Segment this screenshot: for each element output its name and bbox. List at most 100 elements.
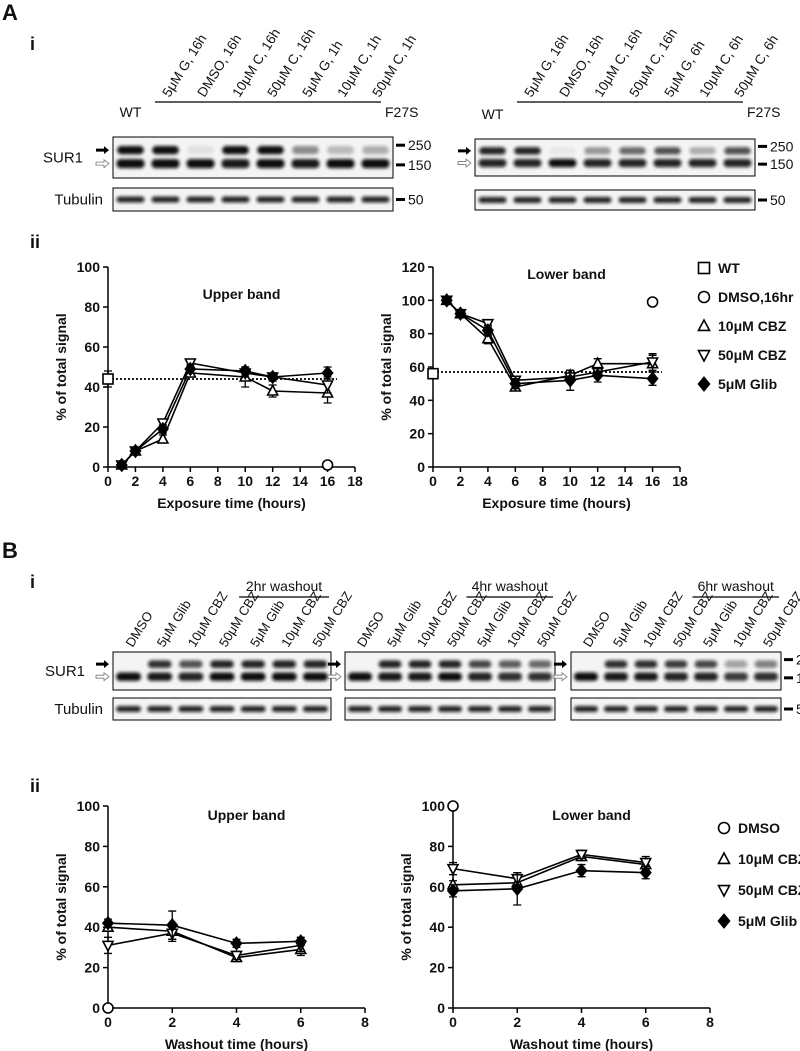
x-tick-label: 4 (159, 473, 167, 489)
band (664, 672, 688, 681)
band (291, 159, 320, 169)
row-label: SUR1 (45, 663, 85, 680)
x-tick-label: 8 (539, 473, 547, 489)
band (187, 146, 214, 155)
bracket-label: F27S (747, 104, 780, 120)
series-line (452, 853, 646, 880)
legend-label: 50μM CBZ (718, 347, 787, 363)
arrow-upper (328, 660, 341, 669)
row-label: SUR1 (43, 150, 83, 167)
band (116, 196, 145, 203)
x-tick-label: 2 (132, 473, 140, 489)
x-tick-label: 6 (642, 1014, 650, 1030)
y-tick-label: 0 (92, 1000, 100, 1016)
y-axis-label: % of total signal (53, 313, 69, 420)
y-tick-label: 60 (409, 359, 425, 375)
marker (427, 367, 439, 380)
marker (230, 950, 243, 963)
band (694, 672, 718, 681)
band (513, 197, 542, 203)
band (302, 672, 328, 681)
band (186, 196, 215, 203)
lane-label: DMSO (122, 609, 155, 650)
band (408, 672, 432, 681)
band (688, 197, 717, 203)
x-axis-label: Washout time (hours) (165, 1036, 308, 1051)
x-tick-label: 2 (168, 1014, 176, 1030)
marker (697, 349, 711, 363)
band (240, 706, 266, 712)
band (664, 706, 688, 712)
size-label: 50 (408, 192, 424, 208)
band (548, 197, 577, 203)
band (754, 706, 778, 712)
size-label: 50 (770, 192, 786, 208)
band (664, 660, 688, 668)
section-letter: B (2, 538, 18, 563)
arrow-upper (96, 146, 109, 155)
marker (639, 857, 653, 870)
band (210, 660, 234, 668)
marker (717, 821, 731, 835)
x-tick-label: 6 (186, 473, 194, 489)
band (618, 197, 647, 203)
band (724, 706, 748, 712)
band (548, 158, 577, 168)
legend-label: 5μM Glib (738, 913, 797, 929)
y-tick-label: 0 (437, 1000, 445, 1016)
x-tick-label: 16 (320, 473, 336, 489)
band (754, 660, 778, 668)
band (408, 706, 432, 712)
part-label: i (30, 572, 35, 592)
band (528, 660, 552, 668)
band (498, 660, 522, 668)
marker (102, 373, 114, 385)
band (257, 146, 284, 155)
part-label: i (30, 34, 35, 54)
series-line (107, 922, 301, 945)
y-tick-label: 40 (84, 379, 100, 395)
band (528, 672, 552, 681)
band (326, 159, 355, 169)
y-tick-label: 60 (429, 879, 445, 895)
band (583, 197, 612, 203)
blot-frame (344, 651, 556, 691)
marker (564, 373, 577, 388)
marker (115, 457, 128, 473)
band (116, 706, 142, 712)
size-label: 150 (408, 157, 432, 173)
band (361, 159, 390, 169)
band (514, 147, 541, 155)
x-tick-label: 8 (706, 1014, 714, 1030)
arrow-lower (95, 671, 110, 682)
band (271, 672, 297, 681)
marker (454, 306, 467, 321)
series-line (107, 932, 301, 957)
arrow-lower (95, 158, 110, 169)
band (604, 706, 628, 712)
band (634, 660, 658, 668)
row-label: Tubulin (54, 701, 103, 718)
size-label: 150 (770, 156, 794, 172)
band (438, 660, 462, 668)
marker (511, 881, 524, 897)
band (378, 672, 402, 681)
band (724, 672, 748, 681)
lane-label: DMSO (580, 609, 613, 650)
band (634, 706, 658, 712)
marker (266, 369, 279, 385)
band (583, 158, 612, 168)
arrow-upper (458, 146, 471, 155)
x-tick-label: 0 (104, 1014, 112, 1030)
series-line (452, 855, 646, 886)
x-tick-label: 4 (484, 473, 492, 489)
series-line (452, 869, 646, 892)
y-tick-label: 0 (92, 459, 100, 475)
marker (446, 863, 460, 876)
x-tick-label: 16 (645, 473, 661, 489)
band (378, 660, 402, 668)
band (478, 197, 507, 203)
y-tick-label: 20 (429, 960, 445, 976)
band (654, 147, 681, 155)
y-tick-label: 20 (409, 426, 425, 442)
